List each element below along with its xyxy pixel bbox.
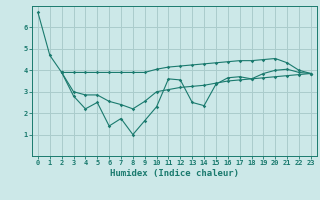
X-axis label: Humidex (Indice chaleur): Humidex (Indice chaleur)	[110, 169, 239, 178]
